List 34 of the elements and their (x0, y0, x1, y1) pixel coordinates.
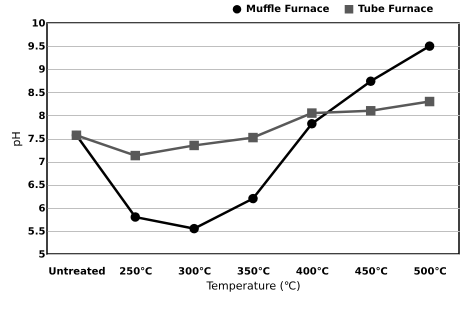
point (307, 118, 317, 128)
point (130, 212, 140, 222)
point (307, 108, 317, 118)
x-tick-label: 250℃ (119, 266, 152, 278)
y-tick-label: 5 (38, 250, 46, 260)
y-tick-label: 6 (38, 203, 46, 214)
y-tick-label: 5.5 (28, 226, 46, 238)
legend-label: Tube Furnace (358, 4, 434, 16)
y-tick-label: 8 (38, 110, 46, 122)
legend-label: Muffle Furnace (246, 4, 330, 16)
point (248, 132, 258, 142)
y-tick-label: 8.5 (28, 88, 46, 99)
x-tick-label: 500℃ (414, 266, 447, 278)
point (248, 194, 258, 204)
x-tick-label: Untreated (48, 266, 106, 278)
point (424, 96, 434, 106)
y-tick-label: 7 (38, 157, 46, 168)
x-tick-label: 400℃ (296, 266, 329, 278)
y-tick-label: 10 (32, 18, 46, 30)
y-tick-label: 7.5 (28, 134, 46, 145)
x-tick-label: 450℃ (354, 266, 388, 278)
y-axis-title: pH (10, 131, 23, 147)
y-tick-label: 6.5 (28, 180, 46, 192)
point (189, 140, 199, 150)
y-tick-label: 9 (38, 64, 46, 76)
x-tick-label: 350℃ (237, 266, 270, 278)
x-tick-label: 300℃ (178, 266, 212, 278)
point (424, 41, 434, 51)
y-tick-label: 9.5 (28, 42, 46, 53)
point (366, 106, 376, 116)
point (366, 76, 376, 86)
x-axis-title: Temperature (℃) (205, 280, 301, 292)
point (130, 150, 140, 160)
point (189, 224, 199, 234)
